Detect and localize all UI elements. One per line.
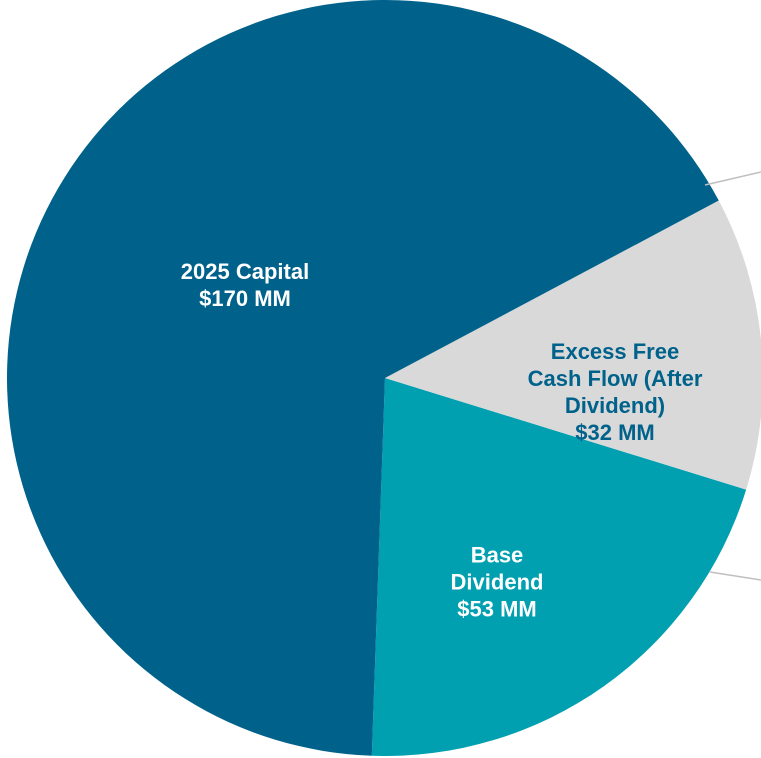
category-label: Excess Free Cash Flow (After Dividend) (527, 339, 703, 418)
leader-line (704, 171, 761, 186)
category-label: 2025 Capital (180, 259, 310, 284)
category-label: Base Dividend (450, 542, 544, 595)
pie-slice (385, 200, 761, 490)
slice-label: 2025 Capital $170 MM (125, 258, 365, 312)
pie-slice (371, 378, 747, 756)
value-label: $32 MM (575, 420, 655, 445)
value-label: $170 MM (199, 286, 291, 311)
pie-slice (7, 0, 719, 756)
slice-label: Base Dividend $53 MM (437, 542, 557, 623)
leader-line (709, 571, 761, 581)
slice-label: Excess Free Cash Flow (After Dividend) $3… (528, 338, 703, 446)
value-label: $53 MM (457, 596, 537, 622)
